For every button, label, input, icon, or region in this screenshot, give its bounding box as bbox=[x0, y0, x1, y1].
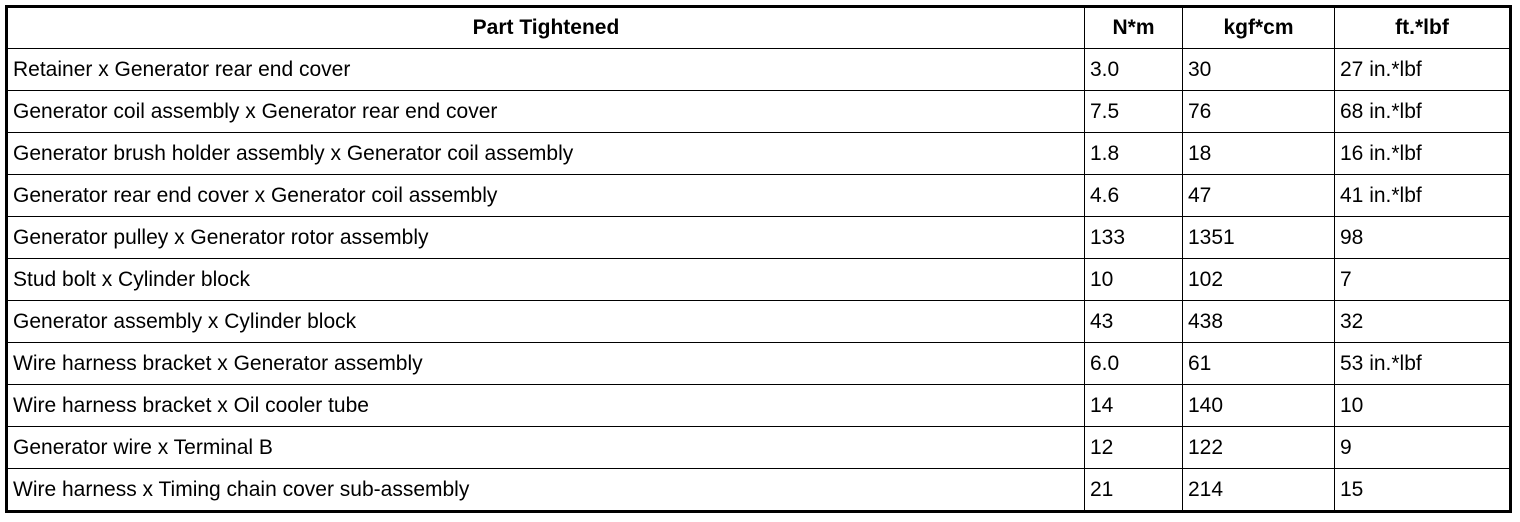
cell-part: Retainer x Generator rear end cover bbox=[6, 48, 1085, 91]
cell-kgfcm: 1351 bbox=[1182, 216, 1335, 259]
cell-part: Generator rear end cover x Generator coi… bbox=[6, 174, 1085, 217]
cell-nm: 43 bbox=[1084, 300, 1183, 343]
table-row: Generator assembly x Cylinder block 43 438… bbox=[6, 300, 1511, 343]
cell-part: Generator pulley x Generator rotor assem… bbox=[6, 216, 1085, 259]
cell-kgfcm: 122 bbox=[1182, 426, 1335, 469]
cell-kgfcm: 30 bbox=[1182, 48, 1335, 91]
table-row: Retainer x Generator rear end cover 3.0 30… bbox=[6, 48, 1511, 91]
cell-nm: 133 bbox=[1084, 216, 1183, 259]
cell-nm: 1.8 bbox=[1084, 132, 1183, 175]
cell-ftlbf: 98 bbox=[1334, 216, 1511, 259]
cell-nm: 7.5 bbox=[1084, 90, 1183, 133]
cell-nm: 10 bbox=[1084, 258, 1183, 301]
table-row: Wire harness bracket x Oil cooler tube 14… bbox=[6, 384, 1511, 427]
table-row: Wire harness bracket x Generator assembl… bbox=[6, 342, 1511, 385]
header-ftlbf: ft.*lbf bbox=[1334, 6, 1511, 49]
cell-part: Generator wire x Terminal B bbox=[6, 426, 1085, 469]
header-nm: N*m bbox=[1084, 6, 1183, 49]
cell-nm: 12 bbox=[1084, 426, 1183, 469]
cell-ftlbf: 53 in.*lbf bbox=[1334, 342, 1511, 385]
cell-part: Stud bolt x Cylinder block bbox=[6, 258, 1085, 301]
cell-kgfcm: 102 bbox=[1182, 258, 1335, 301]
cell-ftlbf: 32 bbox=[1334, 300, 1511, 343]
cell-part: Wire harness bracket x Oil cooler tube bbox=[6, 384, 1085, 427]
cell-kgfcm: 438 bbox=[1182, 300, 1335, 343]
cell-ftlbf: 41 in.*lbf bbox=[1334, 174, 1511, 217]
cell-kgfcm: 61 bbox=[1182, 342, 1335, 385]
cell-nm: 3.0 bbox=[1084, 48, 1183, 91]
cell-kgfcm: 47 bbox=[1182, 174, 1335, 217]
table-row: Generator rear end cover x Generator coi… bbox=[6, 174, 1511, 217]
cell-ftlbf: 68 in.*lbf bbox=[1334, 90, 1511, 133]
table-row: Generator pulley x Generator rotor assem… bbox=[6, 216, 1511, 259]
cell-ftlbf: 16 in.*lbf bbox=[1334, 132, 1511, 175]
cell-part: Wire harness x Timing chain cover sub-as… bbox=[6, 468, 1085, 512]
cell-nm: 4.6 bbox=[1084, 174, 1183, 217]
table-row: Wire harness x Timing chain cover sub-as… bbox=[6, 468, 1511, 512]
cell-nm: 14 bbox=[1084, 384, 1183, 427]
cell-kgfcm: 140 bbox=[1182, 384, 1335, 427]
cell-ftlbf: 9 bbox=[1334, 426, 1511, 469]
header-part-tightened: Part Tightened bbox=[6, 6, 1085, 49]
torque-spec-table: Part Tightened N*m kgf*cm ft.*lbf Retain… bbox=[5, 5, 1512, 513]
header-kgfcm: kgf*cm bbox=[1182, 6, 1335, 49]
cell-part: Wire harness bracket x Generator assembl… bbox=[6, 342, 1085, 385]
cell-part: Generator assembly x Cylinder block bbox=[6, 300, 1085, 343]
cell-kgfcm: 214 bbox=[1182, 468, 1335, 512]
cell-nm: 6.0 bbox=[1084, 342, 1183, 385]
header-row: Part Tightened N*m kgf*cm ft.*lbf bbox=[6, 6, 1511, 49]
cell-kgfcm: 18 bbox=[1182, 132, 1335, 175]
table-row: Generator wire x Terminal B 12 122 9 bbox=[6, 426, 1511, 469]
cell-ftlbf: 15 bbox=[1334, 468, 1511, 512]
table-row: Stud bolt x Cylinder block 10 102 7 bbox=[6, 258, 1511, 301]
cell-kgfcm: 76 bbox=[1182, 90, 1335, 133]
cell-part: Generator coil assembly x Generator rear… bbox=[6, 90, 1085, 133]
cell-ftlbf: 7 bbox=[1334, 258, 1511, 301]
table-row: Generator coil assembly x Generator rear… bbox=[6, 90, 1511, 133]
cell-nm: 21 bbox=[1084, 468, 1183, 512]
cell-ftlbf: 10 bbox=[1334, 384, 1511, 427]
cell-ftlbf: 27 in.*lbf bbox=[1334, 48, 1511, 91]
table-row: Generator brush holder assembly x Genera… bbox=[6, 132, 1511, 175]
cell-part: Generator brush holder assembly x Genera… bbox=[6, 132, 1085, 175]
